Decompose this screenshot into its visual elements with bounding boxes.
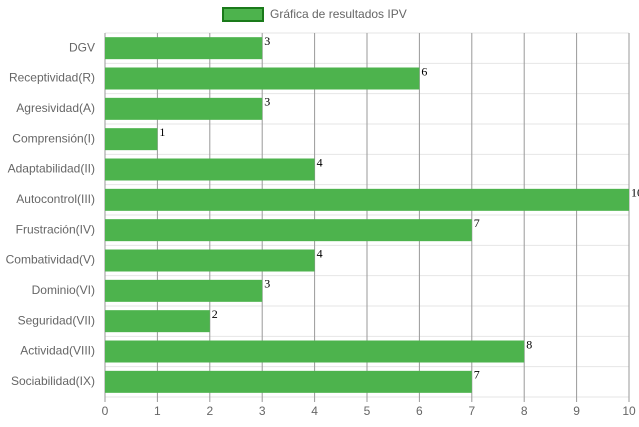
- y-tick-label: DGV: [69, 40, 95, 54]
- y-tick-label: Receptividad(R): [9, 71, 95, 85]
- x-tick-label: 6: [416, 404, 423, 418]
- bar: [105, 158, 315, 181]
- value-label: 7: [474, 216, 480, 230]
- bar: [105, 310, 210, 333]
- x-tick-label: 2: [206, 404, 213, 418]
- x-tick-label: 9: [573, 404, 580, 418]
- x-tick-label: 8: [521, 404, 528, 418]
- x-tick-label: 0: [102, 404, 109, 418]
- bar: [105, 188, 629, 211]
- y-tick-label: Combatividad(V): [6, 253, 95, 267]
- y-tick-label: Dominio(VI): [32, 283, 95, 297]
- bar: [105, 249, 315, 272]
- x-tick-label: 1: [154, 404, 161, 418]
- value-label: 1: [159, 125, 165, 139]
- bar: [105, 370, 472, 393]
- y-tick-label: Agresividad(A): [16, 101, 95, 115]
- legend-label: Gráfica de resultados IPV: [270, 7, 407, 21]
- value-label: 3: [264, 95, 270, 109]
- x-tick-label: 3: [259, 404, 266, 418]
- y-tick-label: Adaptabilidad(II): [8, 162, 95, 176]
- y-tick-label: Autocontrol(III): [16, 192, 95, 206]
- value-label: 3: [264, 277, 270, 291]
- value-label: 6: [421, 64, 427, 78]
- x-tick-label: 10: [622, 404, 636, 418]
- legend-swatch: [222, 7, 264, 22]
- bar: [105, 128, 158, 151]
- bar: [105, 279, 263, 302]
- y-tick-label: Comprensión(I): [12, 131, 95, 145]
- x-tick-label: 4: [311, 404, 318, 418]
- x-tick-label: 7: [468, 404, 475, 418]
- bar: [105, 67, 420, 90]
- value-label: 4: [317, 155, 323, 169]
- y-tick-label: Seguridad(VII): [18, 313, 95, 327]
- bar: [105, 37, 263, 60]
- value-label: 10: [631, 186, 639, 200]
- value-label: 2: [212, 307, 218, 321]
- bar: [105, 219, 472, 242]
- value-label: 3: [264, 34, 270, 48]
- y-tick-label: Frustración(IV): [16, 222, 95, 236]
- value-label: 7: [474, 368, 480, 382]
- value-label: 4: [317, 246, 323, 260]
- y-tick-label: Actividad(VIII): [20, 344, 95, 358]
- x-tick-label: 5: [364, 404, 371, 418]
- bar: [105, 97, 263, 120]
- y-tick-label: Sociabilidad(IX): [11, 374, 95, 388]
- bar: [105, 340, 525, 363]
- value-label: 8: [526, 337, 532, 351]
